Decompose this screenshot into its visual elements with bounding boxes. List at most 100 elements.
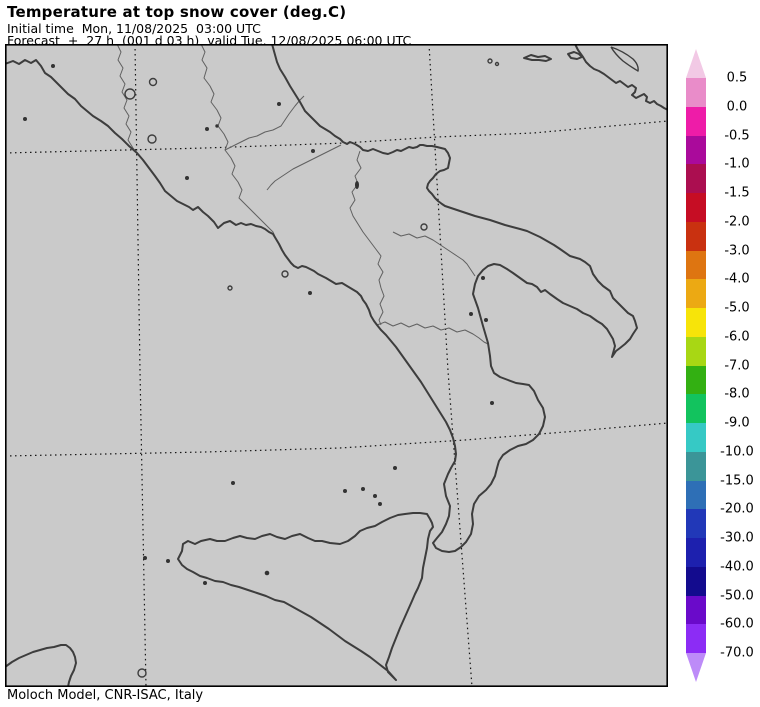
colorbar-tick-label: -2.0: [724, 214, 750, 230]
colorbar-arrow-bottom: [686, 653, 706, 682]
colorbar-segment: [686, 106, 706, 136]
region-borders: [116, 44, 489, 345]
meridian-west: [134, 44, 147, 687]
colorbar-segment: [686, 279, 706, 308]
colorbar-tick-label: -70.0: [720, 645, 754, 661]
colorbar-segment: [686, 250, 706, 280]
lake-umbria-2: [215, 124, 219, 128]
colorbar-segment: [686, 509, 706, 538]
lake-umbria-1: [205, 127, 209, 131]
colorbar-segment: [686, 308, 706, 337]
colorbar-tick-label: -15.0: [720, 473, 754, 488]
colorbar-tick-label: -20.0: [720, 501, 754, 517]
island-ischia: [281, 270, 289, 278]
colorbar-tick-label: -30.0: [720, 530, 754, 546]
colorbar-segment: [686, 336, 706, 366]
colorbar-segment: [686, 221, 706, 251]
colorbar-segment: [686, 566, 706, 596]
island-egadi-2: [166, 559, 170, 563]
colorbar-tick-label: -60.0: [720, 616, 754, 632]
lake-bracciano: [147, 134, 157, 144]
lake-sicily-1: [203, 581, 207, 585]
colorbar-tick-label: -3.0: [724, 243, 750, 258]
colorbar-segment: [686, 423, 706, 452]
island-egadi-1: [143, 556, 147, 560]
border-campania-basilicata: [378, 287, 385, 326]
island-giglio: [23, 117, 27, 121]
colorbar-segment: [686, 78, 706, 107]
lake-calabria: [490, 401, 494, 405]
lake-etna-area: [264, 570, 270, 576]
border-umbria-lazio-abruzzo: [200, 44, 277, 240]
lake-basilicata-2: [484, 318, 488, 322]
lake-albano: [185, 176, 189, 180]
colorbar-segment: [686, 624, 706, 653]
colorbar-tick-label: -9.0: [724, 415, 750, 431]
island-stromboli: [393, 466, 397, 470]
map-border: [5, 44, 668, 687]
colorbar-segment: [686, 595, 706, 625]
page-title: Temperature at top snow cover (deg.C): [7, 3, 347, 21]
border-marche-abruzzo: [224, 95, 305, 151]
islands-dalmatian: [523, 51, 583, 62]
meridian-east: [428, 44, 473, 687]
colorbar-segment: [686, 193, 706, 222]
island-tremiti-1: [487, 58, 493, 64]
lake-abruzzo: [311, 149, 315, 153]
colorbar-segment: [686, 451, 706, 481]
lake-occhito: [420, 223, 428, 231]
colorbar-tick-label: -1.0: [724, 156, 750, 172]
graticule: [5, 44, 668, 687]
colorbar-tick-label: -6.0: [724, 329, 750, 345]
lake-campotosto: [277, 102, 281, 106]
colorbar-tick-label: -1.5: [724, 185, 750, 201]
lake-san-giuliano: [481, 276, 485, 280]
colorbar-tick-label: -8.0: [724, 386, 750, 402]
border-tuscany-lazio: [116, 44, 138, 154]
colorbar-segment: [686, 480, 706, 510]
coastline-tunisia-cap-bon: [5, 644, 77, 687]
coastline-dalmatian-inlet: [610, 46, 639, 72]
lakes-and-islands: [23, 58, 500, 678]
coastline-italian-peninsula: [5, 44, 638, 553]
lake-basilicata-1: [469, 312, 473, 316]
island-tremiti-2: [494, 61, 500, 67]
parallel-south: [5, 422, 668, 457]
coastline-sicily: [177, 512, 434, 681]
colorbar-arrow-top: [686, 49, 706, 78]
island-ustica: [231, 481, 235, 485]
colorbar-segment: [686, 538, 706, 567]
colorbar-tick-label: 0.5: [726, 70, 748, 86]
colorbar-segment: [686, 164, 706, 193]
island-aeolian-4: [378, 502, 382, 506]
lake-trasimeno: [148, 77, 158, 87]
colorbar-labels: 0.5 0.0 -0.5 -1.0 -1.5 -2.0 -3.0 -4.0 -5.0 -6.0 -7…: [710, 49, 760, 689]
colorbar-tick-label: -40.0: [720, 559, 754, 575]
island-ponza: [227, 285, 233, 291]
model-credit: Moloch Model, CNR-ISAC, Italy: [7, 688, 204, 703]
coastline-dalmatia: [574, 44, 668, 111]
coastlines: [5, 44, 668, 687]
island-giannutri: [51, 64, 55, 68]
map-canvas: [5, 44, 668, 687]
map-svg: [5, 44, 668, 687]
colorbar-segment: [686, 135, 706, 165]
island-aeolian-1: [343, 489, 347, 493]
colorbar-tick-label: -4.0: [724, 271, 750, 287]
colorbar-segment: [686, 365, 706, 395]
colorbar-tick-label: -5.0: [724, 300, 750, 316]
lake-bolsena: [124, 88, 136, 100]
border-abruzzo-molise: [266, 144, 342, 191]
border-molise-campania-puglia: [349, 150, 384, 289]
island-aeolian-2: [361, 487, 365, 491]
border-basilicata-calabria: [376, 321, 489, 345]
colorbar-segment: [686, 394, 706, 423]
colorbar-tick-label: -0.5: [724, 128, 750, 143]
colorbar-tick-label: -10.0: [720, 444, 754, 460]
lake-molise: [355, 181, 359, 189]
colorbar-segments: [686, 78, 706, 653]
colorbar-tick-label: 0.0: [726, 99, 748, 115]
island-pantelleria: [137, 668, 147, 678]
island-capri: [308, 291, 312, 295]
